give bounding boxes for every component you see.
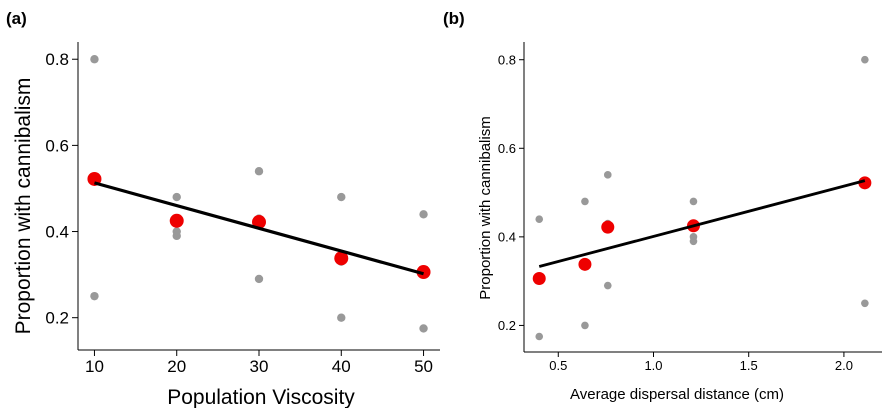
panel-a-x-tick-label-1: 20: [167, 357, 186, 376]
panel-a-axes: 10 20 30 40 50 0.2 0.4 0.6 0.8: [45, 42, 440, 376]
panel-b-observation-point-8: [689, 197, 698, 206]
panel-b-y-tick-label-1: 0.4: [498, 229, 516, 244]
panel-a-observation-point-2: [90, 291, 99, 301]
panel-a-x-axis-title: Population Viscosity: [167, 386, 355, 408]
panel-a-y-tick-label-1: 0.4: [45, 222, 69, 241]
panel-a-observation-point-6: [254, 167, 264, 176]
panel-a-x-tick-label-3: 40: [332, 357, 351, 376]
panel-b-x-tick-label-3: 2.0: [835, 358, 853, 373]
panel-b-observation-point-2: [581, 197, 589, 206]
panel-b-observation-point-10: [689, 237, 698, 246]
panel-a-observation-point-3: [172, 192, 181, 202]
panel-b-mean-point-1: [578, 257, 592, 271]
panel-b-observation-point-11: [861, 55, 869, 64]
panel-b-mean-point-4: [858, 176, 872, 190]
panel-b-y-axis-title: Proportion with cannibalism: [477, 116, 494, 299]
panel-a-observation-point-0: [90, 55, 99, 64]
panel-a-observation-point-5: [172, 231, 181, 241]
panel-b: (b) 0.5 1.0 1.5 2.0 0.2 0.4 0.6 0.8 Average dis…: [443, 9, 882, 403]
panel-b-y-tick-label-0: 0.2: [498, 318, 516, 333]
panel-b-observation-point-5: [603, 171, 612, 179]
panel-a-x-tick-label-4: 50: [414, 357, 433, 376]
panel-a: (a) 10 20 30 40 50 0.2 0.4 0.6 0.8 Population Vi…: [6, 9, 440, 408]
panel-a-mean-point-2: [252, 215, 266, 230]
panel-a-fit-line: [94, 181, 424, 276]
panel-b-observation-point-1: [535, 332, 544, 341]
panel-a-y-tick-label-2: 0.6: [45, 136, 69, 155]
panel-b-mean-point-2: [601, 220, 615, 234]
panel-b-x-axis-title: Average dispersal distance (cm): [570, 386, 784, 403]
panel-a-marks: [87, 55, 431, 333]
panel-a-observation-point-11: [337, 313, 346, 322]
panel-a-observation-point-9: [337, 192, 346, 202]
panel-b-axes: 0.5 1.0 1.5 2.0 0.2 0.4 0.6 0.8: [498, 42, 882, 373]
panel-b-observation-point-7: [603, 281, 612, 290]
panel-b-x-tick-label-0: 0.5: [549, 358, 567, 373]
panel-b-observation-point-4: [581, 321, 589, 330]
panel-a-y-tick-label-0: 0.2: [45, 309, 69, 328]
panel-a-mean-point-4: [416, 265, 431, 280]
panel-a-y-axis-title: Proportion with cannibalism: [12, 78, 35, 335]
panel-b-y-tick-label-2: 0.6: [498, 141, 516, 156]
panel-b-fit-line: [538, 179, 866, 268]
panel-a-x-tick-label-0: 10: [85, 357, 104, 376]
panel-a-x-tick-label-2: 30: [250, 357, 269, 376]
panel-b-observation-point-13: [861, 299, 869, 308]
panel-b-observation-point-0: [535, 215, 544, 223]
panel-b-mean-point-0: [532, 271, 546, 285]
panel-b-x-tick-label-1: 1.0: [644, 358, 662, 373]
panel-a-y-tick-label-3: 0.8: [45, 50, 69, 69]
panel-b-marks: [532, 55, 872, 341]
panel-a-observation-point-12: [419, 210, 428, 219]
panel-a-mean-point-1: [169, 213, 184, 228]
panel-a-label: (a): [6, 9, 27, 28]
panel-b-x-tick-label-2: 1.5: [740, 358, 758, 373]
panel-a-mean-point-3: [334, 251, 349, 266]
panel-a-observation-point-13: [419, 324, 428, 333]
panel-b-y-tick-label-3: 0.8: [498, 52, 516, 67]
panel-a-observation-point-8: [254, 274, 264, 284]
panel-b-label: (b): [443, 9, 465, 28]
